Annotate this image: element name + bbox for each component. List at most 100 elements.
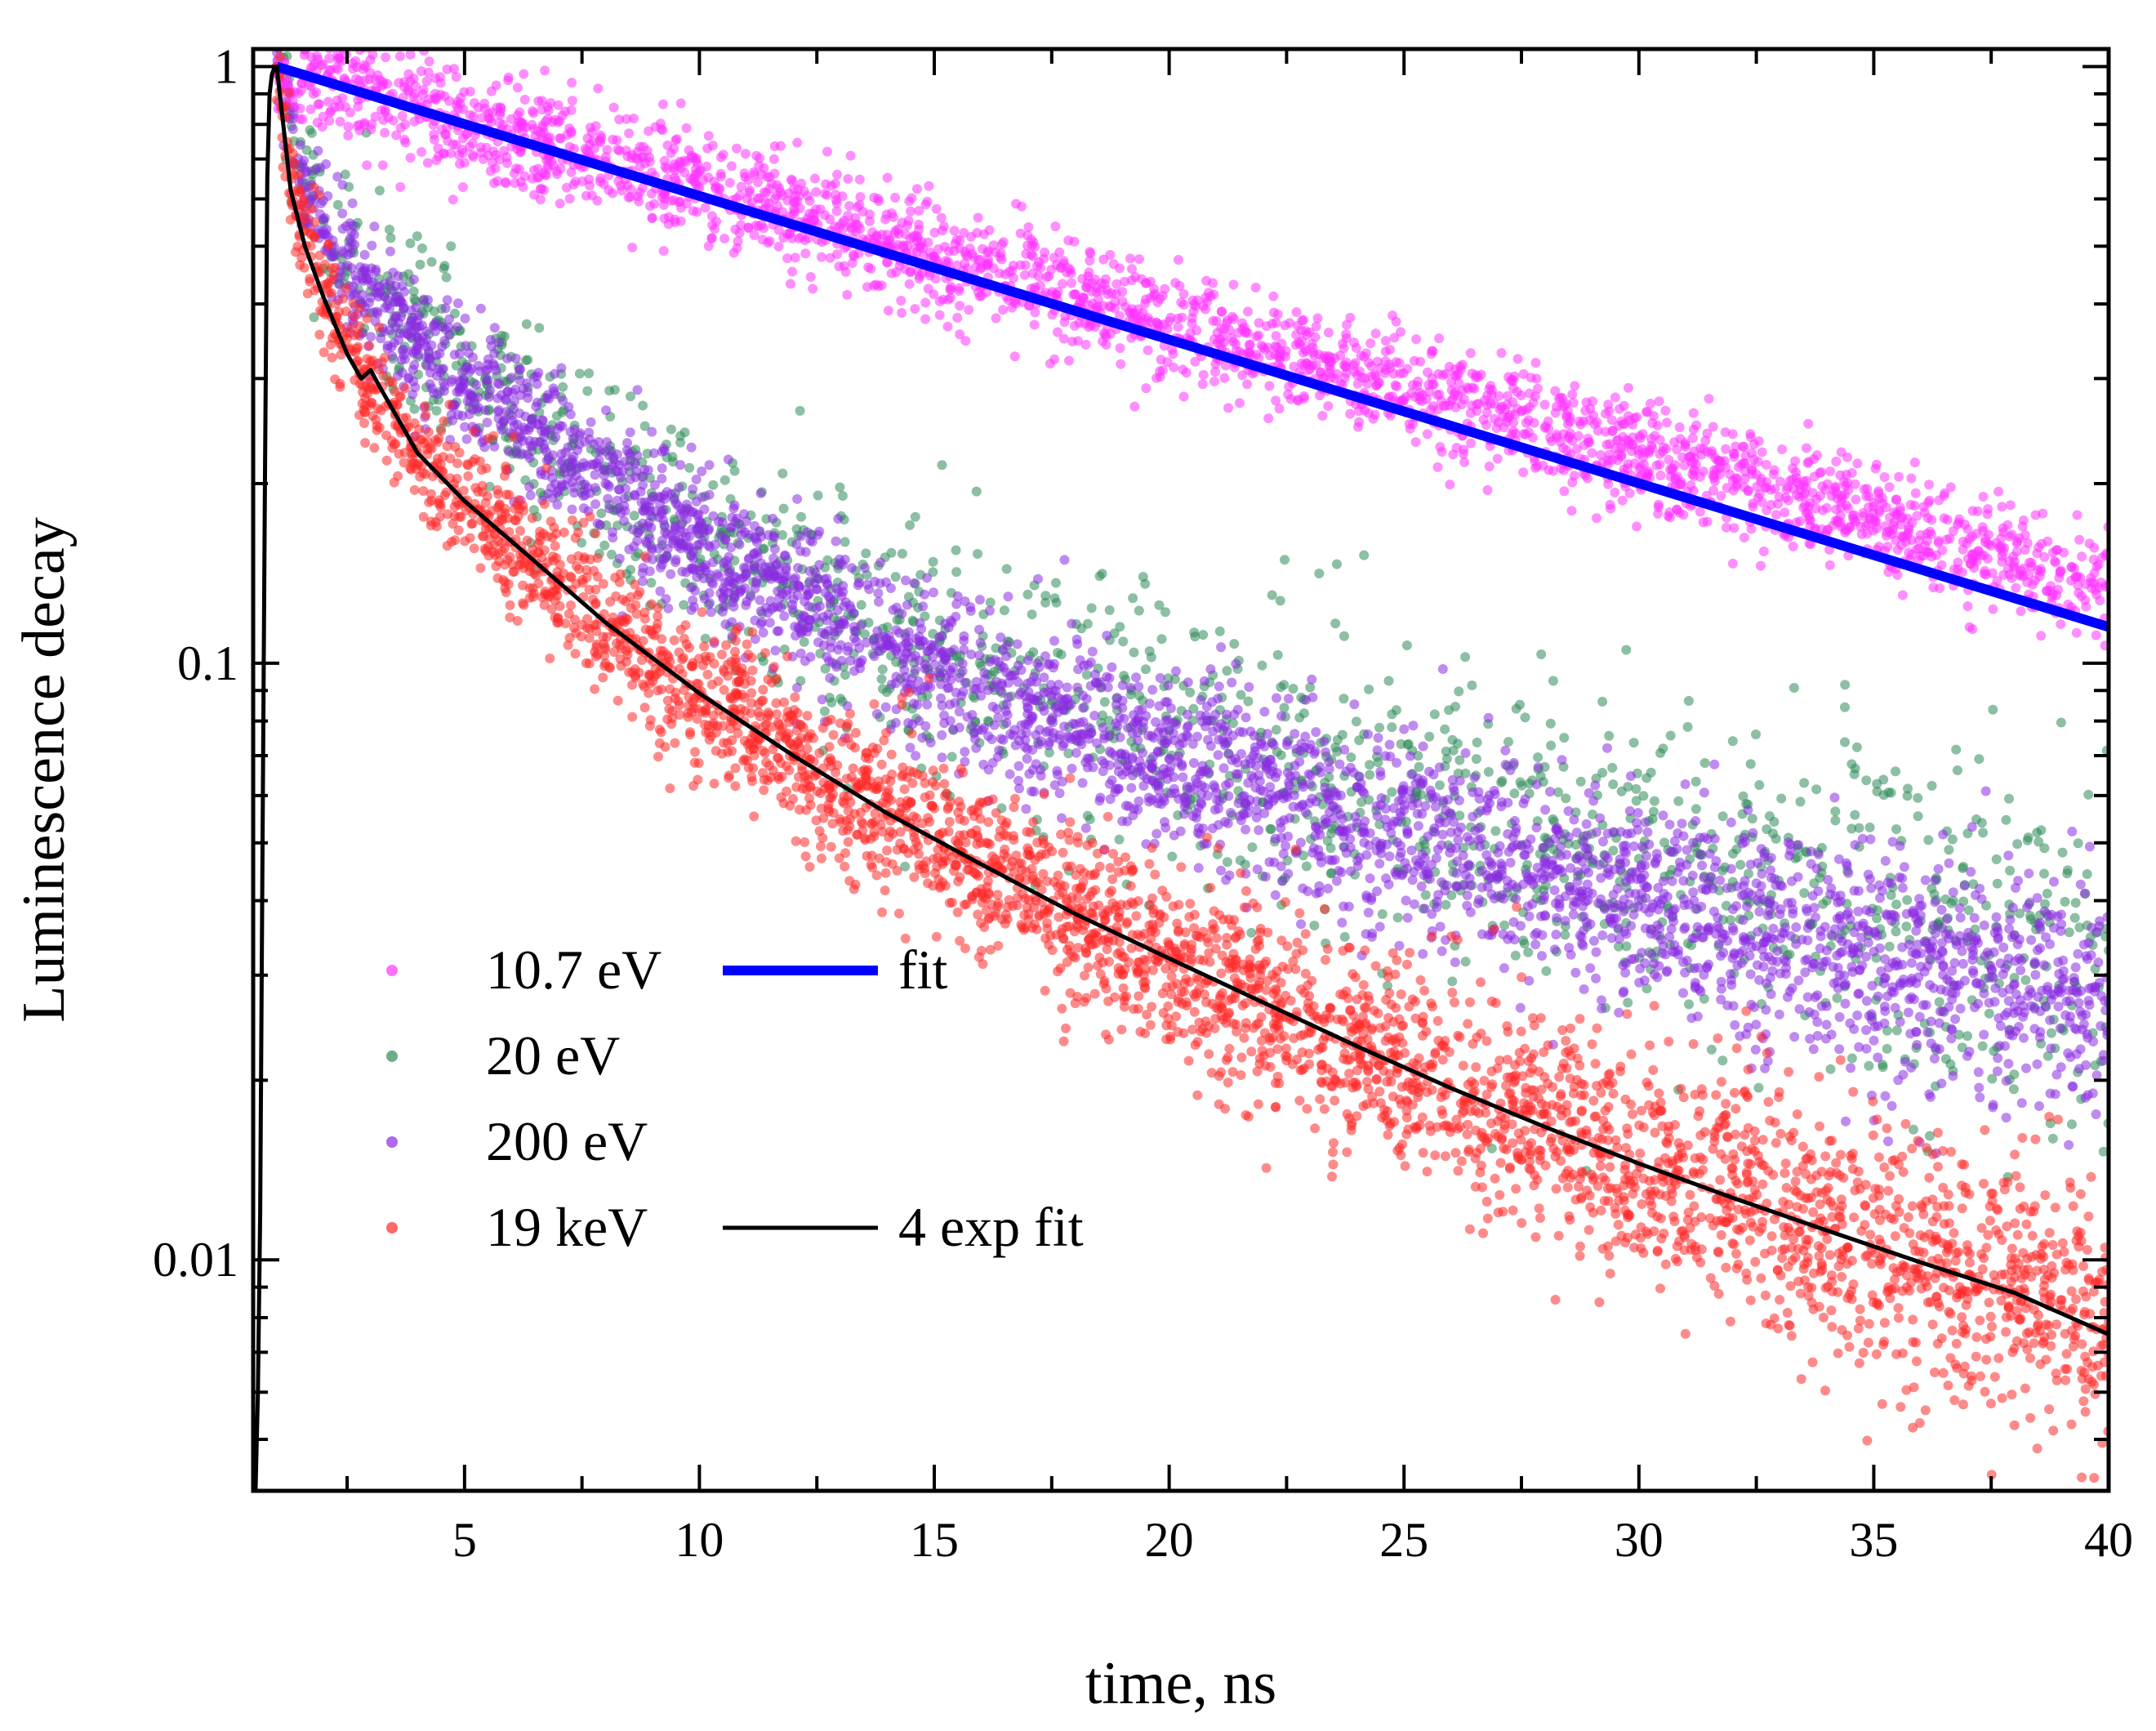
scatter-dot: [1178, 772, 1188, 783]
scatter-dot: [1255, 785, 1266, 795]
scatter-dot: [337, 208, 348, 219]
scatter-dot: [1386, 828, 1396, 838]
scatter-dot: [1304, 743, 1315, 754]
scatter-dot: [2026, 935, 2037, 945]
scatter-dot: [1319, 736, 1330, 747]
scatter-dot: [1569, 814, 1579, 825]
scatter-dot: [710, 539, 720, 550]
scatter-dot: [586, 417, 596, 427]
scatter-dot: [975, 637, 986, 648]
scatter-dot: [1726, 863, 1736, 874]
scatter-dot: [1008, 730, 1018, 741]
scatter-dot: [919, 636, 929, 647]
scatter-dot: [1579, 911, 1589, 921]
scatter-dot: [590, 499, 601, 510]
scatter-dot: [1678, 876, 1689, 886]
scatter-dot: [957, 658, 968, 669]
scatter-dot: [391, 310, 402, 321]
scatter-dot: [2060, 896, 2070, 907]
scatter-dot: [1216, 865, 1226, 876]
scatter-dot: [1221, 875, 1232, 886]
scatter-dot: [1880, 972, 1891, 983]
scatter-dot: [602, 437, 612, 448]
scatter-dot: [1337, 729, 1348, 740]
scatter-dot: [705, 598, 715, 609]
scatter-dot: [965, 602, 976, 613]
scatter-dot: [1585, 963, 1596, 974]
scatter-dot: [1147, 762, 1157, 773]
scatter-dot: [791, 524, 802, 534]
scatter-dot: [855, 658, 866, 668]
scatter-dot: [1974, 1082, 1984, 1093]
scatter-dot: [849, 622, 859, 632]
scatter-dot: [1655, 923, 1665, 934]
scatter-dot: [769, 544, 780, 555]
scatter-dot: [1081, 670, 1092, 680]
scatter-dot: [1321, 747, 1331, 757]
scatter-dot: [818, 640, 829, 650]
scatter-dot: [1058, 741, 1068, 752]
scatter-dot: [1097, 756, 1107, 766]
scatter-dot: [1387, 787, 1397, 797]
scatter-dot: [2084, 841, 2095, 852]
scatter-dot: [974, 624, 984, 635]
scatter-dot: [556, 480, 567, 490]
scatter-dot: [1151, 716, 1161, 727]
scatter-dot: [2016, 965, 2026, 975]
scatter-dot: [1846, 1063, 1855, 1073]
scatter-dot: [1482, 794, 1493, 805]
scatter-dot: [1682, 721, 1693, 732]
scatter-dot: [817, 694, 827, 705]
scatter-dot: [2067, 826, 2078, 837]
scatter-dot: [1561, 793, 1571, 804]
scatter-dot: [1242, 808, 1253, 819]
scatter-dot: [1311, 888, 1321, 899]
scatter-dot: [708, 557, 718, 568]
scatter-dot: [1774, 1009, 1784, 1019]
scatter-dot: [1086, 603, 1097, 613]
scatter-dot: [1402, 828, 1413, 838]
scatter-dot: [1612, 883, 1623, 894]
scatter-dot: [1772, 946, 1783, 957]
scatter-dot: [698, 573, 709, 583]
scatter-dot: [1043, 687, 1054, 698]
scatter-dot: [2079, 888, 2090, 899]
scatter-dot: [625, 474, 635, 484]
scatter-dot: [1531, 823, 1542, 832]
scatter-dot: [1684, 999, 1694, 1010]
scatter-dot: [1873, 991, 1883, 1002]
scatter-dot: [870, 576, 880, 587]
scatter-dot: [1699, 787, 1709, 798]
scatter-dot: [860, 629, 871, 640]
scatter-dot: [1429, 823, 1440, 833]
scatter-dot: [1658, 876, 1668, 886]
scatter-dot: [1359, 837, 1370, 848]
scatter-dot: [666, 569, 676, 579]
scatter-dot: [1953, 1029, 1964, 1040]
scatter-dot: [1104, 605, 1115, 615]
scatter-dot: [937, 700, 947, 711]
scatter-dot: [506, 373, 517, 383]
scatter-dot: [1877, 886, 1887, 896]
scatter-dot: [1134, 756, 1145, 766]
scatter-dot: [366, 332, 376, 342]
scatter-dot: [1910, 488, 1921, 498]
scatter-dot: [1266, 824, 1276, 834]
scatter-dot: [1597, 930, 1608, 940]
scatter-dot: [755, 488, 766, 498]
scatter-dot: [1374, 722, 1384, 733]
scatter-dot: [637, 568, 648, 578]
scatter-dot: [1027, 711, 1037, 721]
scatter-dot: [1085, 814, 1095, 824]
scatter-dot: [1886, 890, 1896, 900]
scatter-dot: [348, 221, 358, 231]
scatter-dot: [1229, 639, 1240, 649]
scatter-dot: [451, 360, 461, 371]
scatter-dot: [412, 231, 422, 242]
scatter-dot: [1270, 833, 1281, 844]
scatter-dot: [1195, 710, 1205, 721]
scatter-dot: [1897, 959, 1908, 970]
scatter-dot: [890, 717, 901, 728]
scatter-dot: [1740, 876, 1750, 886]
scatter-dot: [1408, 721, 1419, 731]
